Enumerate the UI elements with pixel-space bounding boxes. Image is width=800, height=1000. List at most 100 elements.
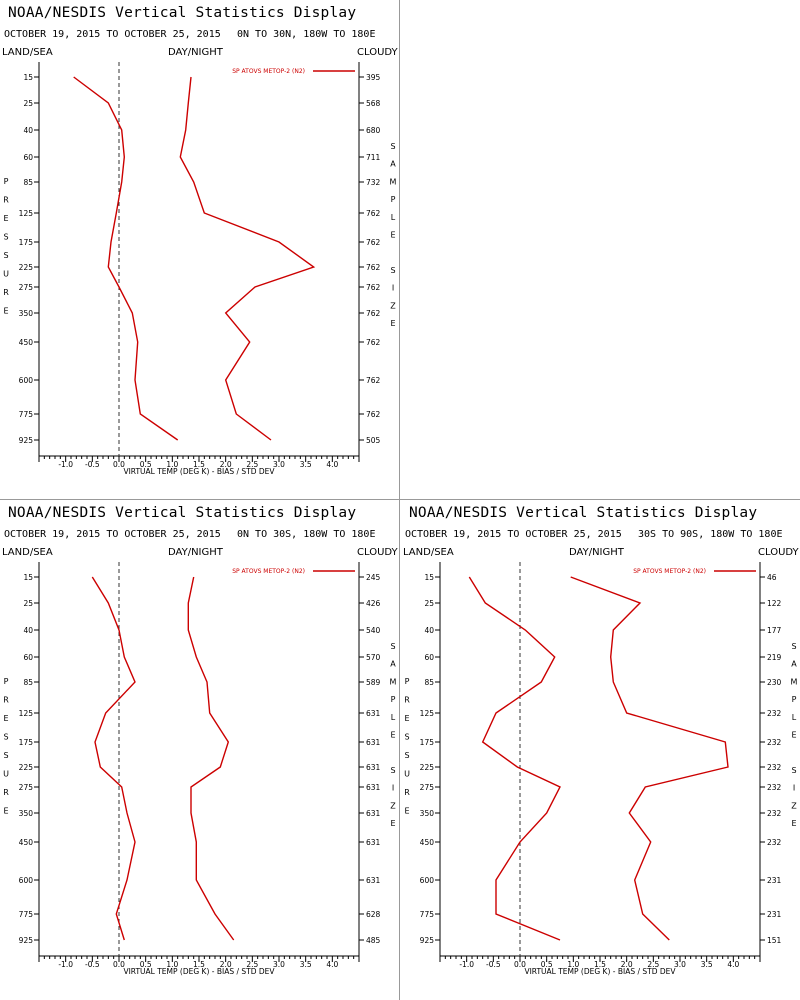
pressure-axis-letter: P (4, 177, 9, 186)
sample-size-axis-letter: M (390, 677, 397, 686)
sample-size-axis-letter: P (391, 195, 396, 204)
chart-title: NOAA/NESDIS Vertical Statistics Display (8, 5, 357, 21)
bias-line (91, 576, 136, 941)
pressure-tick-label: 450 (19, 838, 34, 847)
pressure-tick-label: 350 (19, 809, 34, 818)
sample-size-label: 589 (366, 678, 381, 687)
x-tick-label: -0.5 (85, 960, 100, 969)
sample-size-label: 631 (366, 783, 381, 792)
x-tick-label: 0.0 (514, 960, 526, 969)
sample-size-axis-letter: S (390, 642, 395, 651)
sample-size-axis-letter: S (390, 266, 395, 275)
pressure-tick-label: 175 (19, 238, 34, 247)
land-sea-label: LAND/SEA (403, 547, 454, 558)
sample-size-axis-letter: Z (791, 801, 797, 810)
pressure-tick-label: 275 (19, 283, 34, 292)
chart-plot: -1.0 -0.5 0.0 0.5 1.0 1.5 2.0 2.5 3.0 3.5 4.0 VIRTU… (3, 562, 397, 976)
x-axis-label: VIRTUAL TEMP (DEG K) - BIAS / STD DEV (524, 967, 676, 976)
pressure-tick-label: 225 (19, 263, 34, 272)
sample-size-label: 232 (767, 838, 782, 847)
sample-size-axis-letter: M (390, 177, 397, 186)
sample-size-label: 631 (366, 738, 381, 747)
x-tick-label: 4.0 (326, 960, 338, 969)
bias-line (73, 76, 179, 441)
sample-size-label: 631 (366, 709, 381, 718)
pressure-axis-letter: S (3, 751, 8, 760)
chart-panel-top-left: NOAA/NESDIS Vertical Statistics Display … (0, 0, 399, 499)
day-night-label: DAY/NIGHT (168, 47, 223, 58)
sample-size-axis-letter: Z (390, 301, 396, 310)
sample-size-label: 122 (767, 599, 782, 608)
x-tick-label: 4.0 (727, 960, 739, 969)
sample-size-axis-letter: Z (390, 801, 396, 810)
sample-size-axis-letter: E (390, 731, 395, 740)
pressure-axis-letter: R (404, 696, 410, 705)
land-sea-label: LAND/SEA (2, 47, 53, 58)
sample-size-label: 231 (767, 910, 782, 919)
pressure-tick-label: 60 (424, 653, 434, 662)
x-tick-label: 4.0 (326, 460, 338, 469)
sample-size-label: 762 (366, 263, 381, 272)
panel-divider-vertical (399, 0, 400, 1000)
sample-size-label: 231 (767, 876, 782, 885)
pressure-tick-label: 15 (424, 573, 434, 582)
pressure-axis-letter: U (3, 770, 9, 779)
sample-size-label: 219 (767, 653, 782, 662)
sample-size-axis-letter: E (390, 319, 395, 328)
sample-size-label: 540 (366, 626, 381, 635)
pressure-axis-letter: E (3, 307, 8, 316)
sample-size-label: 568 (366, 99, 381, 108)
sample-size-axis-letter: P (792, 695, 797, 704)
pressure-tick-label: 15 (23, 573, 33, 582)
pressure-tick-label: 275 (19, 783, 34, 792)
sample-size-axis-letter: P (391, 695, 396, 704)
x-tick-label: 2.5 (246, 460, 258, 469)
pressure-tick-label: 40 (23, 626, 33, 635)
sample-size-axis-letter: S (390, 766, 395, 775)
std-dev-line (570, 576, 729, 941)
sample-size-label: 245 (366, 573, 381, 582)
x-tick-label: -1.0 (459, 960, 474, 969)
sample-size-axis-letter: S (791, 642, 796, 651)
panel-divider-horizontal (0, 499, 800, 500)
cloudy-label: CLOUDY (758, 547, 799, 558)
sample-size-label: 762 (366, 410, 381, 419)
pressure-axis-letter: S (404, 751, 409, 760)
sample-size-label: 232 (767, 709, 782, 718)
sample-size-label: 232 (767, 783, 782, 792)
pressure-tick-label: 775 (19, 410, 34, 419)
pressure-tick-label: 175 (420, 738, 435, 747)
sample-size-axis-letter: L (792, 713, 797, 722)
sample-size-label: 631 (366, 876, 381, 885)
pressure-tick-label: 225 (420, 763, 435, 772)
pressure-axis-letter: U (404, 770, 410, 779)
sample-size-label: 631 (366, 763, 381, 772)
x-tick-label: 0.5 (140, 960, 152, 969)
x-tick-label: 1.0 (567, 960, 579, 969)
pressure-axis-letter: S (404, 733, 409, 742)
pressure-tick-label: 450 (19, 338, 34, 347)
sample-size-label: 711 (366, 153, 381, 162)
legend-label: SP ATOVS METOP-2 (N2) (232, 68, 305, 75)
pressure-tick-label: 600 (19, 376, 34, 385)
sample-size-axis-letter: S (791, 766, 796, 775)
x-tick-label: 1.5 (193, 460, 205, 469)
date-range: OCTOBER 19, 2015 TO OCTOBER 25, 2015 (4, 529, 221, 540)
sample-size-axis-letter: A (390, 160, 396, 169)
x-tick-label: -0.5 (85, 460, 100, 469)
chart-title: NOAA/NESDIS Vertical Statistics Display (409, 505, 758, 521)
sample-size-label: 232 (767, 763, 782, 772)
std-dev-line (187, 576, 235, 941)
pressure-tick-label: 15 (23, 73, 33, 82)
pressure-axis-letter: E (3, 807, 8, 816)
pressure-axis-letter: S (3, 251, 8, 260)
chart-plot: -1.0 -0.5 0.0 0.5 1.0 1.5 2.0 2.5 3.0 3.5 4.0 VIRTU… (3, 62, 397, 476)
bias-line (468, 576, 561, 941)
cloudy-label: CLOUDY (357, 547, 398, 558)
pressure-axis-letter: E (3, 214, 8, 223)
x-tick-label: 1.0 (166, 960, 178, 969)
sample-size-label: 631 (366, 809, 381, 818)
sample-size-label: 762 (366, 283, 381, 292)
sample-size-axis-letter: I (392, 784, 394, 793)
legend-label: SP ATOVS METOP-2 (N2) (633, 568, 706, 575)
